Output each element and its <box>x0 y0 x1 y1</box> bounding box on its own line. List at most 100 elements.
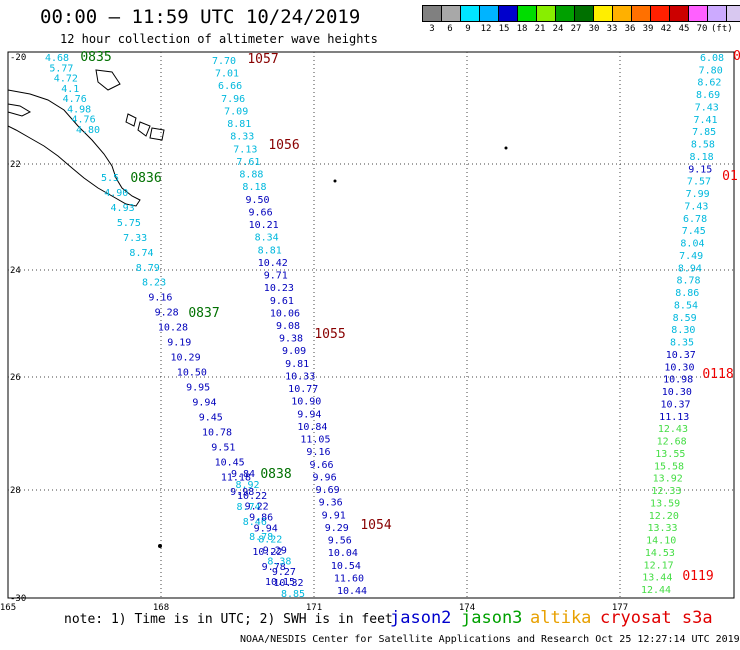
wave-height-value: 7.43 <box>684 201 708 212</box>
island-dot <box>504 146 508 150</box>
wave-height-value: 6.66 <box>218 81 242 92</box>
wave-height-value: 7.13 <box>233 144 257 155</box>
wave-height-value: 10.45 <box>215 457 245 468</box>
scale-label: 3 <box>429 24 435 34</box>
latitude-tick-label: -30 <box>10 594 26 604</box>
scale-label: 45 <box>678 24 690 34</box>
wave-height-value: 8.74 <box>129 248 153 259</box>
wave-height-value: 8.78 <box>249 532 273 543</box>
scale-label: 12 <box>480 24 492 34</box>
map-subtitle: 12 hour collection of altimeter wave hei… <box>60 32 378 46</box>
wave-height-value: 8.59 <box>673 313 697 324</box>
wave-height-value: 7.49 <box>679 251 703 262</box>
pass-time-label: 1055 <box>314 327 345 342</box>
scale-label: (ft) <box>711 24 733 34</box>
longitude-tick-label: 174 <box>459 603 475 613</box>
scale-swatch <box>726 5 740 22</box>
wave-height-value: 9.69 <box>316 485 340 496</box>
wave-height-value: 7.99 <box>686 189 710 200</box>
wave-height-value: 7.61 <box>236 157 260 168</box>
scale-label: 24 <box>552 24 564 34</box>
island-outline <box>7 103 32 117</box>
wave-height-value: 9.28 <box>155 308 179 319</box>
latitude-tick-label: 26 <box>10 373 21 383</box>
legend-jason2: jason2 <box>390 608 452 628</box>
wave-height-value: 10.50 <box>177 368 207 379</box>
scale-label: 70 <box>696 24 708 34</box>
wave-height-value: 9.81 <box>285 359 309 370</box>
wave-height-value: 5.75 <box>117 218 141 229</box>
wave-height-value: 10.37 <box>666 350 696 361</box>
wave-height-value: 10.23 <box>264 283 294 294</box>
longitude-tick-label: 177 <box>612 603 628 613</box>
pass-time-label: 1054 <box>360 518 391 533</box>
wave-height-value: 13.59 <box>650 498 680 509</box>
longitude-tick-label: 171 <box>306 603 322 613</box>
wave-height-value: 9.84 <box>231 469 255 480</box>
wave-height-value: 8.35 <box>670 338 694 349</box>
wave-height-value: 7.41 <box>693 115 717 126</box>
wave-height-value: 9.36 <box>319 498 343 509</box>
wave-height-value: 8.33 <box>230 132 254 143</box>
wave-height-value: 4.1 <box>61 84 79 95</box>
wave-height-value: 8.78 <box>677 276 701 287</box>
wave-height-value: 9.66 <box>249 207 273 218</box>
scale-label: 39 <box>642 24 654 34</box>
wave-height-value: 8.88 <box>239 170 263 181</box>
wave-height-value: 9.15 <box>688 164 712 175</box>
wave-height-value: 9.71 <box>264 271 288 282</box>
pass-time-label: 0836 <box>130 171 161 186</box>
wave-height-value: 7.01 <box>215 69 239 80</box>
wave-height-value: 11.05 <box>300 435 330 446</box>
island-dot <box>333 179 337 183</box>
wave-height-value: 10.06 <box>270 308 300 319</box>
wave-height-value: 4.98 <box>67 104 91 115</box>
wave-height-value: 9.98 <box>230 487 254 498</box>
legend-jason3: jason3 <box>461 608 523 628</box>
wave-height-value: 10.44 <box>337 586 367 597</box>
wave-height-value: 10.84 <box>297 422 327 433</box>
wave-height-value: 12.43 <box>658 424 688 435</box>
pass-time-label: 0838 <box>260 467 291 482</box>
wave-height-value: 5.5 <box>101 173 119 184</box>
wave-height-value: 10.77 <box>288 384 318 395</box>
legend-altika: altika <box>530 608 592 628</box>
wave-height-value: 9.29 <box>263 545 287 556</box>
wave-height-value: 9.94 <box>297 409 321 420</box>
wave-height-value: 12.68 <box>657 437 687 448</box>
wave-height-value: 8.92 <box>235 480 259 491</box>
credit-line: NOAA/NESDIS Center for Satellite Applica… <box>240 634 740 645</box>
wave-height-value: 12.44 <box>641 585 671 596</box>
wave-height-color-scale: 3 6 9 12 15 18 21 24 27 30 33 36 39 42 45 70 (ft) <box>422 5 740 34</box>
wave-height-value: 8.81 <box>227 119 251 130</box>
scale-label: 9 <box>465 24 471 34</box>
wave-height-value: 7.80 <box>699 65 723 76</box>
wave-height-value: 9.45 <box>199 412 223 423</box>
pass-time-label: 1056 <box>268 138 299 153</box>
pass-time-label: 0118 <box>702 367 733 382</box>
pass-time-label: 0835 <box>80 50 111 65</box>
wave-height-value: 12.17 <box>644 560 674 571</box>
new-caledonia-coastline <box>7 89 141 207</box>
scale-label: 21 <box>534 24 546 34</box>
island-outline <box>149 127 165 141</box>
wave-height-value: 4.80 <box>76 125 100 136</box>
wave-height-value: 6.08 <box>700 53 724 64</box>
wave-height-value: 9.16 <box>306 447 330 458</box>
wave-height-value: 9.96 <box>313 472 337 483</box>
wave-height-value: 9.51 <box>211 442 235 453</box>
wave-height-value: 9.22 <box>245 502 269 513</box>
wave-height-value: 8.18 <box>690 152 714 163</box>
wave-height-value: 4.93 <box>111 203 135 214</box>
wave-height-value: 10.98 <box>663 375 693 386</box>
legend-cryosat: cryosat s3a <box>600 608 713 628</box>
wave-height-value: 9.27 <box>272 567 296 578</box>
wave-height-value: 13.44 <box>642 573 672 584</box>
wave-height-value: 8.18 <box>242 182 266 193</box>
wave-height-value: 9.29 <box>325 523 349 534</box>
island-outline <box>125 113 137 127</box>
wave-height-value: 8.38 <box>267 556 291 567</box>
wave-height-value: 9.66 <box>309 460 333 471</box>
wave-height-value: 8.46 <box>243 517 267 528</box>
